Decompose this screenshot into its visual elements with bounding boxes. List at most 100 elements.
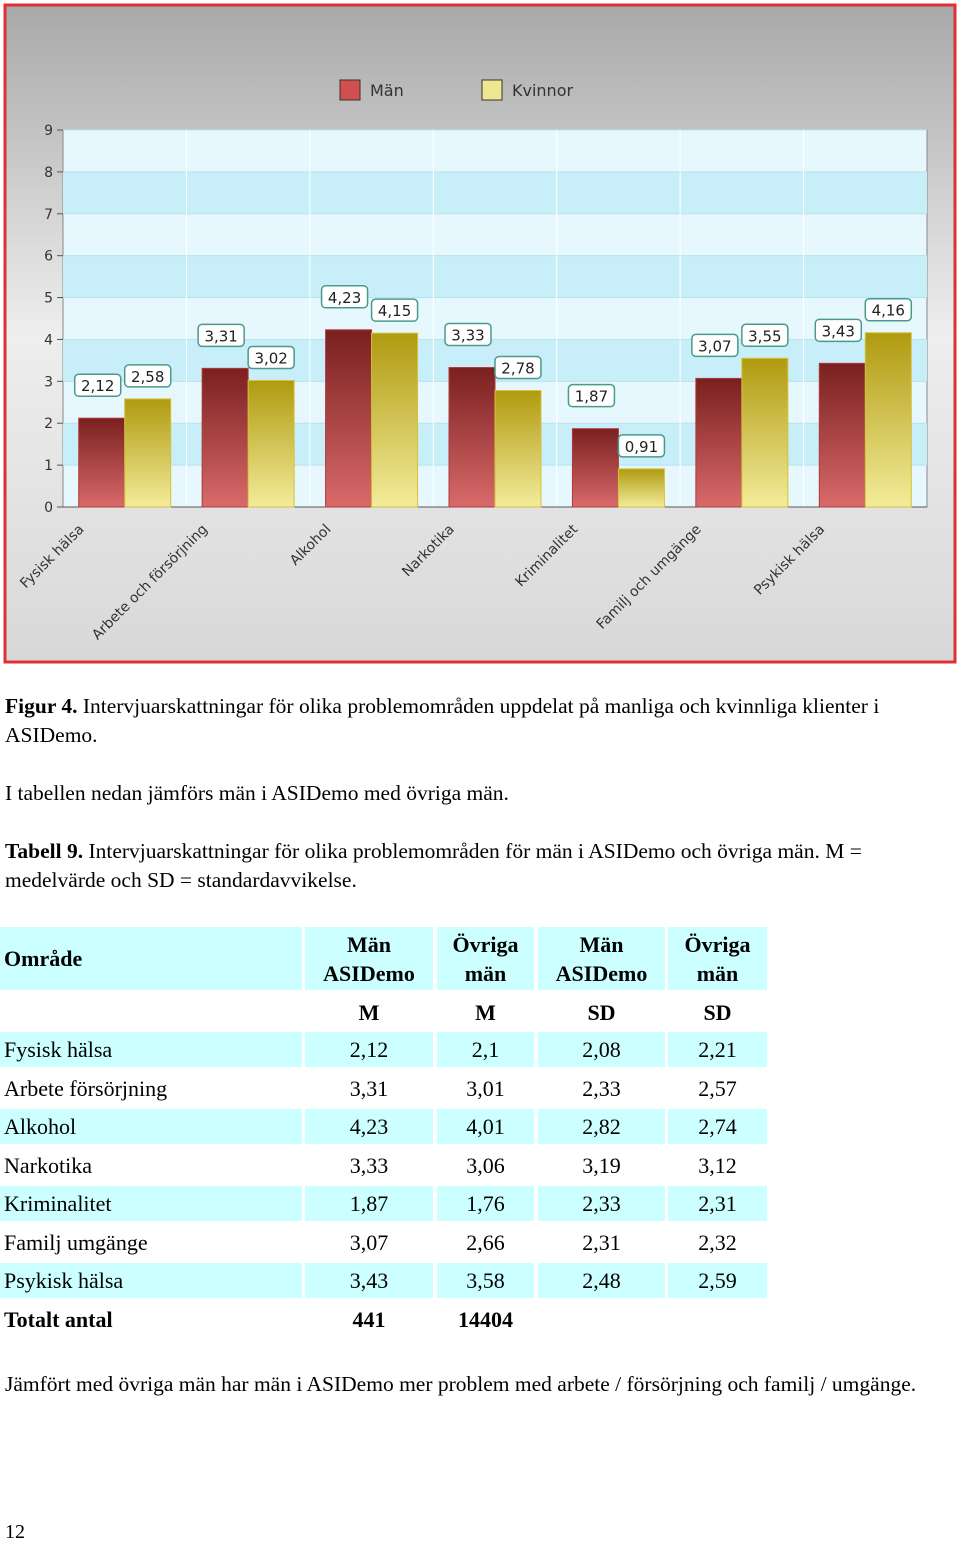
table-cell: 3,06 — [466, 1152, 505, 1178]
grid-band — [63, 255, 927, 298]
bar — [864, 332, 912, 508]
table-cell: 2,12 — [305, 1032, 433, 1067]
table-subheader: M — [358, 1000, 380, 1025]
value-label: 0,91 — [625, 438, 658, 456]
table-cell: 2,1 — [437, 1032, 534, 1067]
caption-label: Figur 4. — [5, 694, 78, 718]
y-tick-label: 4 — [44, 332, 53, 348]
value-label: 3,31 — [204, 327, 237, 345]
value-label: 4,16 — [872, 302, 905, 320]
value-label: 3,43 — [822, 322, 855, 340]
table-cell: 2,59 — [668, 1263, 767, 1298]
legend-label: Kvinnor — [512, 81, 573, 100]
table-cell: 1,76 — [437, 1186, 534, 1221]
table-cell: 1,87 — [305, 1186, 433, 1221]
table-caption: Tabell 9. Intervjuarskattningar för olik… — [5, 837, 953, 895]
table-subheader: SD — [703, 1000, 732, 1025]
table-cell: 3,33 — [349, 1152, 389, 1178]
table-cell: Alkohol — [0, 1109, 302, 1144]
value-label-box — [370, 298, 419, 322]
y-tick-label: 8 — [44, 165, 53, 181]
value-label-box — [123, 364, 172, 388]
table-cell: Kriminalitet — [0, 1186, 302, 1221]
table-cell: 2,33 — [538, 1186, 665, 1221]
table-cell: 3,31 — [349, 1075, 389, 1101]
bar — [494, 390, 542, 508]
paragraph: Jämfört med övriga män har män i ASIDemo… — [5, 1372, 917, 1396]
bar — [695, 377, 743, 508]
bar — [371, 332, 419, 508]
table-cell: 4,01 — [437, 1109, 534, 1144]
value-label: 3,55 — [748, 327, 781, 345]
table-header: Övriga män — [668, 927, 767, 990]
bar — [741, 357, 789, 508]
grid-band — [63, 171, 927, 214]
table-header: Område — [0, 927, 302, 990]
figure-caption: Figur 4. Intervjuarskattningar för olika… — [5, 692, 953, 750]
table-total: 14404 — [458, 1306, 513, 1332]
value-label-box — [494, 355, 542, 380]
table-cell: Psykisk hälsa — [0, 1263, 302, 1298]
value-label: 3,02 — [254, 349, 287, 367]
value-label-box — [691, 333, 739, 358]
value-label-box — [444, 322, 492, 347]
value-label-box — [864, 297, 913, 322]
y-tick-label: 2 — [44, 416, 53, 432]
bar — [325, 329, 373, 508]
table-cell: 2,33 — [582, 1075, 621, 1101]
value-label-box — [814, 318, 863, 343]
table-total: Totalt antal — [4, 1306, 113, 1332]
caption-label: Tabell 9. — [5, 839, 84, 863]
table-cell: 3,19 — [582, 1152, 621, 1178]
table-cell: 2,08 — [538, 1032, 665, 1067]
table-cell: 2,32 — [698, 1229, 737, 1255]
table-cell: 3,43 — [305, 1263, 433, 1298]
table-header: Män ASIDemo — [305, 927, 433, 990]
bar — [124, 398, 172, 508]
y-tick-label: 5 — [44, 291, 53, 307]
bar — [818, 362, 866, 508]
table-cell: Fysisk hälsa — [0, 1032, 302, 1067]
table-cell: 3,12 — [698, 1152, 737, 1178]
legend-label: Män — [370, 81, 404, 100]
table-cell: 2,74 — [668, 1109, 767, 1144]
page-number: 12 — [5, 1521, 25, 1543]
value-label-box — [73, 373, 122, 397]
table-cell: 4,23 — [305, 1109, 433, 1144]
table-cell: Familj umgänge — [4, 1229, 148, 1255]
table-header: Män ASIDemo — [538, 927, 665, 990]
table-total: 441 — [352, 1306, 386, 1332]
bar — [201, 367, 249, 508]
y-tick-label: 1 — [44, 458, 53, 474]
table-cell: 2,31 — [668, 1186, 767, 1221]
bar — [571, 428, 619, 508]
table-cell: 2,82 — [538, 1109, 665, 1144]
y-tick-label: 9 — [44, 123, 53, 139]
legend-swatch — [339, 79, 361, 101]
table-cell: 3,01 — [466, 1075, 505, 1101]
table-subheader: M — [475, 1000, 496, 1025]
bar — [78, 417, 126, 508]
value-label: 3,33 — [451, 327, 484, 345]
caption-text: Intervjuarskattningar för olika problemo… — [5, 694, 880, 747]
value-label: 2,78 — [501, 360, 534, 378]
y-tick-label: 0 — [44, 500, 53, 516]
y-tick-label: 6 — [44, 249, 53, 265]
value-label: 4,15 — [378, 302, 411, 320]
value-label-box — [567, 383, 616, 408]
bar — [247, 379, 295, 508]
value-label-box — [247, 345, 295, 370]
value-label-box — [320, 285, 369, 309]
table-cell: 2,66 — [466, 1229, 505, 1255]
table-cell: 2,57 — [698, 1075, 737, 1101]
caption-text: Intervjuarskattningar för olika problemo… — [5, 839, 862, 892]
value-label: 4,23 — [328, 289, 361, 307]
table-header: Övriga män — [437, 927, 534, 990]
table-cell: 2,21 — [668, 1032, 767, 1067]
value-label: 1,87 — [575, 388, 608, 406]
y-tick-label: 7 — [44, 207, 53, 223]
table-subheader: SD — [587, 1000, 616, 1025]
y-tick-label: 3 — [44, 374, 53, 390]
